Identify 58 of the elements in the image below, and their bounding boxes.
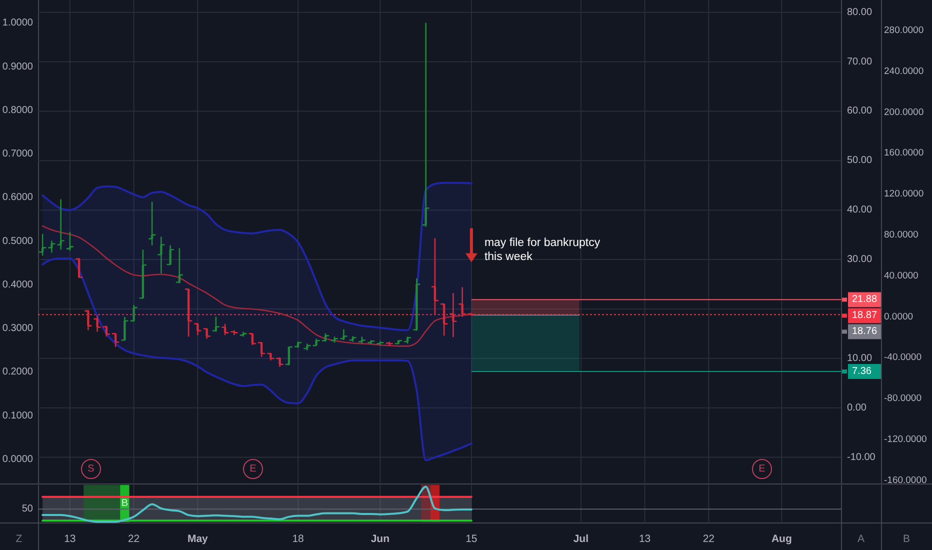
x-tick-label: 22	[702, 533, 715, 545]
x-tick-label: Jun	[370, 533, 390, 545]
x-tick-label: Aug	[771, 533, 792, 545]
text: Z	[16, 533, 23, 545]
text: A	[857, 533, 865, 545]
x-tick-label: 18	[292, 533, 304, 545]
y3-tick-label: -40.0000	[884, 352, 922, 364]
x-tick-label: 13	[638, 533, 651, 545]
text: B	[902, 533, 910, 545]
y-tick-label: 10.00	[847, 352, 872, 364]
line-series	[42, 258, 472, 462]
line-series	[42, 182, 472, 332]
y2-tick-label: 0.7000	[2, 148, 34, 160]
y2-tick-label: 0.3000	[2, 323, 34, 334]
y3-tick-label: -120.0000	[884, 434, 927, 446]
y3-tick-label: 200.0000	[884, 106, 924, 118]
annotation: S	[88, 464, 95, 474]
y-tick-label: 80.00	[847, 6, 872, 18]
x-tick-label: Jul	[573, 533, 589, 545]
y-tick-label: 0.00	[847, 402, 867, 414]
y-tick-label: 60.00	[847, 106, 872, 117]
y-tick-label: 70.00	[847, 56, 872, 68]
y3-tick-label: 280.0000	[884, 24, 924, 36]
y-tick-label: 40.00	[847, 204, 872, 216]
y-tick-label: 50.00	[847, 155, 872, 166]
annotation: E	[758, 464, 766, 474]
ref-line-label: 7.36	[852, 366, 872, 377]
y2-tick-label: 0.8000	[2, 104, 34, 116]
x-tick-label: 15	[466, 533, 478, 545]
line-series	[42, 225, 472, 347]
y3-tick-label: 240.0000	[884, 66, 924, 77]
y-tick-label: 30.00	[847, 254, 872, 266]
y2-tick-label: 0.0000	[2, 454, 34, 465]
y3-tick-label: 40.0000	[884, 270, 918, 282]
y2-tick-label: 0.2000	[2, 366, 34, 378]
annotation: B	[121, 498, 128, 509]
y2-tick-label: 0.4000	[2, 279, 34, 290]
x-tick-label: 22	[128, 533, 140, 545]
x-tick-label: 13	[64, 533, 76, 545]
y-tick-label: -10.00	[847, 452, 876, 463]
y3-tick-label: -80.0000	[884, 393, 922, 404]
ref-line-label: 18.87	[852, 310, 878, 322]
y3-tick-label: 0.0000	[884, 311, 914, 322]
y3-tick-label: 80.0000	[884, 230, 918, 241]
y2-tick-label: 0.9000	[2, 61, 34, 72]
y2-tick-label: 1.0000	[2, 18, 34, 29]
legend-label: 18.76	[852, 326, 878, 338]
annotation: may file for bankruptcy this week	[484, 237, 600, 264]
y2-tick-label: 0.6000	[2, 192, 34, 204]
ref-line-label: 21.88	[852, 294, 878, 306]
y2-tick-label: 0.1000	[2, 410, 34, 422]
x-tick-label: May	[187, 533, 208, 545]
annotation: E	[250, 464, 257, 474]
y3-tick-label: -160.0000	[884, 474, 927, 486]
y3-tick-label: 120.0000	[884, 188, 924, 200]
y2-tick-label: 0.5000	[2, 236, 34, 247]
text: 50	[22, 504, 34, 515]
y3-tick-label: 160.0000	[884, 148, 924, 159]
